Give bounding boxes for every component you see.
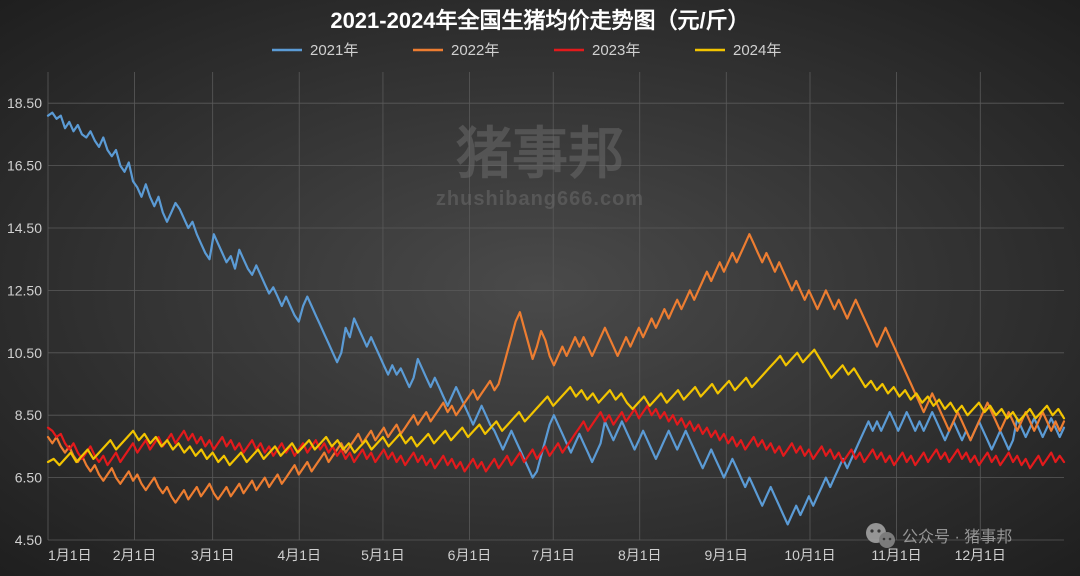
y-tick-label: 10.50	[7, 345, 42, 361]
x-tick-label: 12月1日	[955, 547, 1006, 563]
y-tick-label: 18.50	[7, 95, 42, 111]
line-chart: 4.50 6.50 8.50 10.50 12.50 14.50 16.50 18.50 1月1…	[0, 0, 1080, 576]
x-tick-label: 7月1日	[531, 547, 575, 563]
legend-label: 2023年	[592, 42, 640, 59]
x-tick-label: 11月1日	[871, 547, 921, 563]
legend-label: 2024年	[733, 42, 781, 59]
y-tick-label: 12.50	[7, 282, 42, 298]
footer-text: 公众号 · 猪事邦	[902, 528, 1012, 546]
y-tick-label: 6.50	[15, 470, 42, 486]
legend-label: 2021年	[310, 42, 358, 59]
chart-title: 2021-2024年全国生猪均价走势图（元/斤）	[330, 8, 749, 33]
svg-text:zhushibang666.com: zhushibang666.com	[436, 188, 644, 210]
y-tick-label: 8.50	[15, 407, 42, 423]
legend-label: 2022年	[451, 42, 499, 59]
x-tick-label: 6月1日	[448, 547, 492, 563]
x-tick-label: 10月1日	[784, 547, 835, 563]
x-tick-label: 5月1日	[361, 547, 405, 563]
y-tick-label: 4.50	[15, 532, 42, 548]
x-tick-label: 2月1日	[113, 547, 157, 563]
x-tick-label: 4月1日	[277, 547, 321, 563]
svg-text:猪事邦: 猪事邦	[456, 122, 624, 185]
x-tick-label: 1月1日	[48, 547, 92, 563]
y-tick-label: 14.50	[7, 220, 42, 236]
x-tick-label: 3月1日	[191, 547, 235, 563]
chart-background	[0, 0, 1080, 576]
watermark: 猪事邦 zhushibang666.com	[436, 122, 644, 210]
x-tick-label: 9月1日	[704, 547, 748, 563]
x-tick-label: 8月1日	[618, 547, 662, 563]
y-tick-label: 16.50	[7, 158, 42, 174]
